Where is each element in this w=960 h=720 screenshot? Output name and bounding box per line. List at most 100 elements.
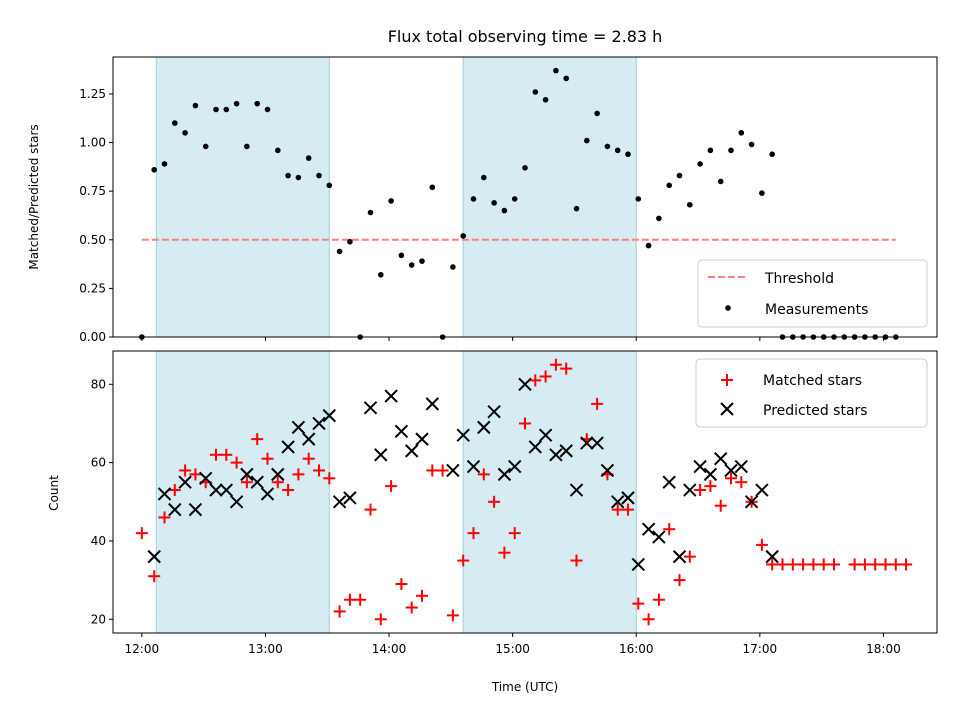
predicted-star-point: [425, 397, 440, 411]
predicted-star-point: [477, 420, 491, 435]
bottom-x-tick-label: 17:00: [743, 642, 778, 656]
predicted-star-stroke: [168, 502, 182, 517]
matched-star-point: [591, 397, 604, 410]
matched-star-point: [560, 362, 573, 375]
predicted-star-point: [652, 530, 666, 544]
predicted-star-point: [755, 483, 769, 497]
predicted-star-point: [672, 549, 687, 564]
bottom-axes-frame: [112, 350, 938, 634]
matched-star-point: [776, 558, 789, 571]
predicted-star-stroke: [693, 459, 707, 474]
predicted-star-stroke: [281, 440, 295, 454]
measurement-point: [604, 143, 611, 150]
matched-star-point: [755, 538, 768, 551]
measurement-point: [223, 106, 230, 113]
measurement-point: [450, 264, 456, 270]
matched-star-point: [168, 484, 181, 497]
top-y-tick-label: 0.50: [79, 233, 106, 247]
predicted-star-stroke: [672, 549, 687, 564]
predicted-star-stroke: [343, 491, 357, 505]
matched-star-point: [240, 476, 253, 489]
predicted-star-point: [621, 491, 635, 505]
predicted-star-point: [487, 405, 501, 419]
predicted-star-stroke: [374, 448, 388, 462]
predicted-star-point: [291, 420, 306, 435]
predicted-star-point: [343, 491, 357, 505]
measurement-point: [717, 178, 724, 185]
matched-star-point: [374, 613, 387, 626]
measurement-point: [182, 130, 188, 136]
matched-star-point: [395, 578, 408, 591]
predicted-star-point: [301, 432, 316, 446]
predicted-star-stroke: [549, 448, 563, 462]
predicted-star-point: [219, 483, 234, 497]
predicted-star-point: [703, 467, 718, 482]
predicted-star-point: [549, 448, 563, 462]
matched-star-point: [766, 558, 779, 571]
predicted-star-stroke: [466, 459, 481, 474]
matched-star-point: [539, 370, 552, 383]
matched-star-point: [364, 503, 377, 516]
legend-matched-label: Matched stars: [763, 373, 862, 389]
predicted-star-point: [466, 459, 481, 474]
measurement-point: [367, 209, 374, 216]
measurement-point: [584, 137, 590, 144]
predicted-star-point: [631, 557, 646, 572]
predicted-star-point: [590, 436, 604, 450]
predicted-star-stroke: [363, 401, 378, 415]
predicted-star-stroke: [188, 502, 203, 517]
top-y-tick-label: 0.25: [79, 281, 106, 295]
predicted-star-stroke: [178, 475, 192, 489]
matched-star-point: [663, 523, 676, 536]
predicted-star-point: [518, 377, 532, 391]
predicted-star-point: [281, 440, 295, 454]
matched-star-point: [519, 417, 531, 430]
x-axis-label: Time (UTC): [491, 680, 558, 694]
measurement-point: [172, 120, 178, 126]
predicted-star-point: [404, 444, 419, 458]
matched-star-point: [900, 558, 913, 571]
measurement-point: [759, 190, 765, 196]
matched-star-point: [869, 558, 882, 571]
predicted-star-stroke: [713, 452, 728, 466]
legend-measurements-label: Measurements: [765, 302, 868, 318]
legend-measurements-swatch: [725, 305, 731, 311]
measurement-point: [656, 215, 662, 222]
predicted-star-point: [157, 487, 172, 501]
top-y-tick-label: 1.00: [79, 136, 106, 150]
chart-title: Flux total observing time = 2.83 h: [388, 27, 663, 46]
predicted-star-stroke: [734, 459, 749, 474]
measurement-point: [687, 201, 693, 208]
measurement-point: [748, 141, 755, 148]
matched-star-point: [333, 605, 346, 618]
predicted-star-point: [765, 549, 779, 564]
predicted-star-stroke: [271, 467, 285, 482]
predicted-star-point: [683, 483, 697, 497]
predicted-star-stroke: [631, 557, 646, 572]
predicted-star-point: [538, 428, 553, 442]
predicted-star-point: [188, 502, 203, 517]
measurement-point: [151, 166, 157, 173]
measurement-point: [275, 147, 281, 154]
bottom-x-tick-label: 14:00: [372, 642, 407, 656]
top-y-tick-label: 1.25: [79, 87, 106, 101]
predicted-star-stroke: [446, 463, 460, 478]
predicted-star-stroke: [507, 459, 522, 474]
predicted-star-stroke: [415, 432, 429, 446]
top-panel-ratio: 0.00 0.25 0.50 0.75 1.00 1.25: [79, 56, 938, 344]
measurement-point: [697, 161, 703, 167]
predicted-star-point: [374, 448, 388, 462]
matched-star-point: [704, 480, 717, 493]
predicted-star-point: [415, 432, 429, 446]
matched-star-point: [652, 593, 665, 606]
bottom-y-axis-label: Count: [47, 475, 61, 511]
measurement-point: [573, 205, 580, 212]
matched-star-point: [735, 476, 748, 489]
matched-star-point: [251, 433, 264, 446]
predicted-star-stroke: [157, 487, 172, 501]
matched-star-point: [488, 495, 501, 508]
matched-star-point: [323, 472, 336, 485]
legend-top: Threshold Measurements: [697, 259, 928, 328]
matched-star-point: [416, 589, 428, 602]
predicted-star-point: [734, 459, 749, 474]
